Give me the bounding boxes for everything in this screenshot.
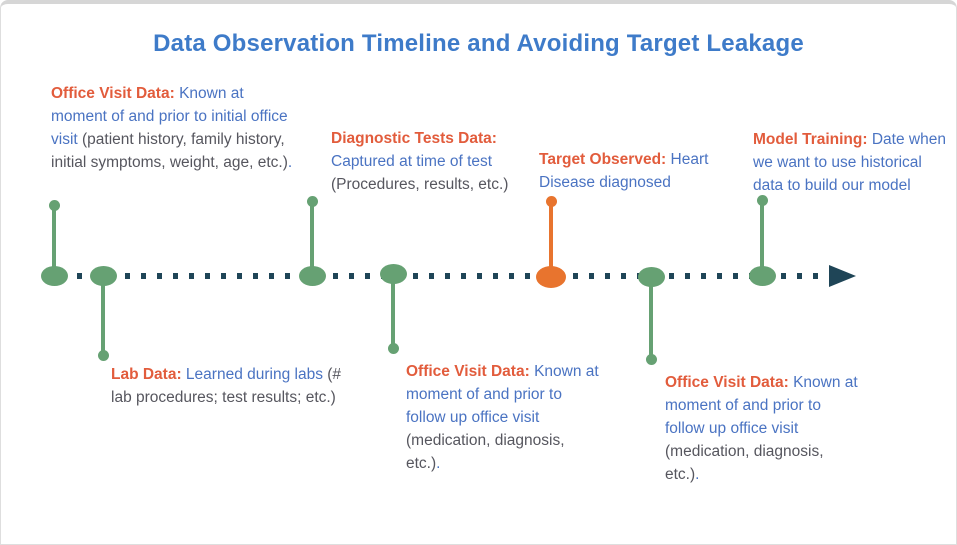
diagram-title: Data Observation Timeline and Avoiding T… (153, 30, 804, 57)
marker-stem (649, 277, 653, 359)
marker-cap (98, 350, 109, 361)
marker-stem (760, 200, 764, 276)
annotation-tail: . (695, 466, 700, 483)
annotation-label: Office Visit Data: (406, 363, 530, 380)
annotation-label: Target Observed: (539, 151, 667, 168)
marker-node (536, 266, 566, 288)
annotation-detail: (patient history, family history, initia… (51, 131, 288, 171)
marker-stem (391, 274, 395, 348)
annotation-model-training: Model Training: Date when we want to use… (753, 128, 953, 197)
annotation-main: Known at moment of and prior to initial … (51, 85, 288, 148)
marker-cap (546, 196, 557, 207)
annotation-main: Heart Disease diagnosed (539, 151, 709, 191)
annotation-main: Date when we want to use historical data… (753, 131, 946, 194)
marker-node (380, 264, 407, 284)
marker-stem (549, 201, 553, 277)
marker-cap (646, 354, 657, 365)
marker-node (638, 267, 665, 287)
annotation-target-observed: Target Observed: Heart Disease diagnosed (539, 148, 729, 194)
annotation-office-visit-initial: Office Visit Data: Known at moment of an… (51, 82, 351, 174)
marker-node (41, 266, 68, 286)
annotation-office-visit-followup-1: Office Visit Data: Known at moment of an… (406, 360, 616, 475)
marker-stem (52, 205, 56, 276)
annotation-office-visit-followup-2: Office Visit Data: Known at moment of an… (665, 371, 875, 486)
annotation-detail: (medication, diagnosis, etc.) (665, 443, 824, 483)
marker-node (299, 266, 326, 286)
marker-node (749, 266, 776, 286)
annotation-main: Learned during labs (181, 366, 328, 383)
annotation-lab-data: Lab Data: Learned during labs (# lab pro… (111, 363, 366, 409)
annotation-tail: . (287, 154, 293, 171)
annotation-detail: (Procedures, results, etc.) (331, 176, 509, 193)
annotation-main: Known at moment of and prior to follow u… (665, 374, 858, 437)
arrow-right-icon (829, 265, 856, 287)
annotation-detail: (# lab procedures; test results; etc.) (111, 366, 342, 406)
annotation-label: Lab Data: (111, 366, 182, 383)
marker-node (90, 266, 117, 286)
timeline-line (61, 273, 823, 279)
marker-cap (388, 343, 399, 354)
marker-stem (310, 201, 314, 276)
annotation-label: Model Training: (753, 131, 868, 148)
annotation-tail: . (436, 455, 441, 472)
marker-cap (307, 196, 318, 207)
annotation-main: Known at moment of and prior to follow u… (406, 363, 599, 426)
annotation-diagnostic-tests: Diagnostic Tests Data: Captured at time … (331, 127, 546, 196)
annotation-label: Office Visit Data: (51, 85, 175, 102)
annotation-main: Captured at time of test (331, 153, 493, 170)
annotation-label: Office Visit Data: (665, 374, 789, 391)
marker-cap (49, 200, 60, 211)
annotation-label: Diagnostic Tests Data: (331, 130, 497, 147)
annotation-detail: (medication, diagnosis, etc.) (406, 432, 565, 472)
marker-stem (101, 276, 105, 355)
marker-cap (757, 195, 768, 206)
